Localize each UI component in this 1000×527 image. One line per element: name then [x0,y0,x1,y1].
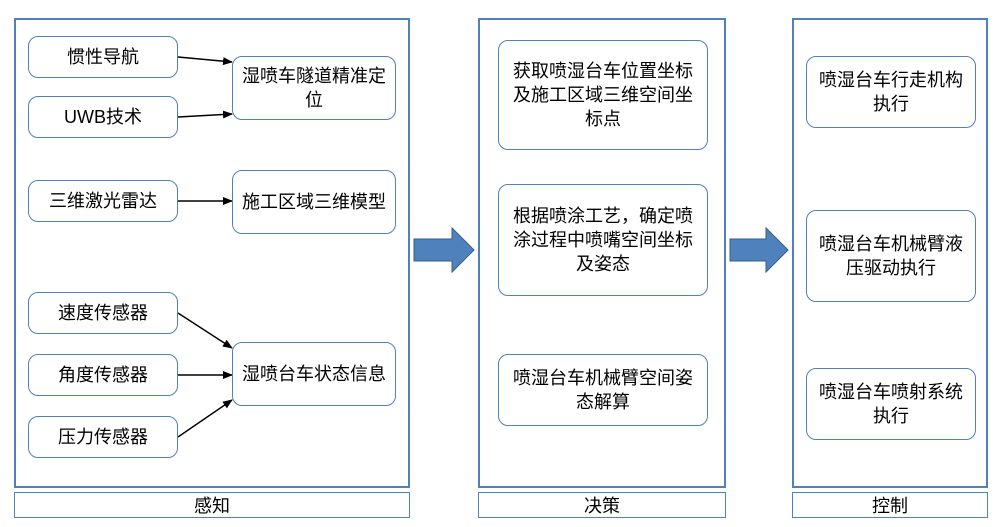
node-tunnel_loc: 湿喷车隧道精准定位 [232,56,396,120]
panel-label-perception: 感知 [14,492,410,518]
node-inertial_nav: 惯性导航 [28,36,178,78]
large-arrow-1 [730,228,788,272]
node-angle_sensor: 角度传感器 [28,354,178,396]
large-arrow-0 [414,228,474,272]
node-ctrl_walk: 喷湿台车行走机构执行 [806,56,976,128]
node-lidar3d: 三维激光雷达 [28,180,178,222]
node-press_sensor: 压力传感器 [28,416,178,458]
panel-label-decision: 决策 [478,492,726,518]
node-model3d: 施工区域三维模型 [232,170,396,234]
node-vehicle_state: 湿喷台车状态信息 [232,342,396,406]
node-dec_solve: 喷湿台车机械臂空间姿态解算 [498,354,708,426]
node-dec_determine: 根据喷涂工艺，确定喷涂过程中喷嘴空间坐标及姿态 [498,184,708,296]
node-speed_sensor: 速度传感器 [28,292,178,334]
node-uwb: UWB技术 [28,96,178,138]
node-ctrl_arm: 喷湿台车机械臂液压驱动执行 [806,210,976,302]
node-dec_get_coords: 获取喷湿台车位置坐标及施工区域三维空间坐标点 [498,40,708,150]
node-ctrl_spray: 喷湿台车喷射系统执行 [806,368,976,440]
panel-label-control: 控制 [792,492,988,518]
